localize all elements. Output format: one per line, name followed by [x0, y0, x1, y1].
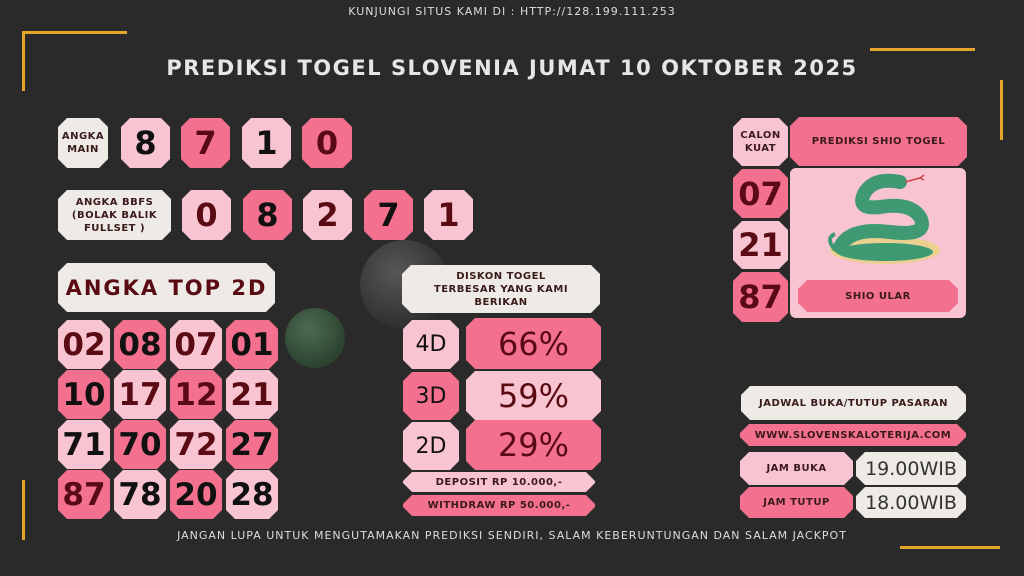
angka-main-label: ANGKA MAIN — [58, 118, 108, 168]
calon-kuat-number: 21 — [733, 221, 788, 269]
bbfs-label: ANGKA BBFS (BOLAK BALIK FULLSET ) — [58, 190, 171, 240]
diskon-value-2d: 29% — [466, 420, 601, 470]
top2d-header: ANGKA TOP 2D — [58, 263, 275, 312]
top2d-number: 78 — [114, 470, 166, 519]
diskon-label-2d: 2D — [403, 422, 459, 470]
top2d-number: 20 — [170, 470, 222, 519]
bbfs-digit: 8 — [243, 190, 292, 240]
top2d-number: 07 — [170, 320, 222, 369]
angka-main-digit: 0 — [302, 118, 352, 168]
snake-icon — [828, 173, 940, 264]
top2d-number: 10 — [58, 370, 110, 419]
diskon-value-4d: 66% — [466, 318, 601, 369]
angka-main-digit: 8 — [121, 118, 170, 168]
calon-kuat-number: 87 — [733, 272, 788, 322]
bbfs-digit: 2 — [303, 190, 352, 240]
top2d-number: 12 — [170, 370, 222, 419]
withdraw-info: WITHDRAW RP 50.000,- — [403, 495, 595, 516]
footer-note: JANGAN LUPA UNTUK MENGUTAMAKAN PREDIKSI … — [177, 529, 847, 542]
frame-corner — [900, 546, 1000, 549]
top2d-number: 17 — [114, 370, 166, 419]
top2d-number: 71 — [58, 420, 110, 469]
bbfs-digit: 0 — [182, 190, 231, 240]
angka-main-digit: 7 — [181, 118, 230, 168]
jam-tutup-time: 18.00WIB — [856, 487, 966, 518]
jam-buka-time: 19.00WIB — [856, 452, 966, 485]
diskon-label-3d: 3D — [403, 372, 459, 420]
diskon-header: DISKON TOGEL TERBESAR YANG KAMI BERIKAN — [402, 265, 600, 313]
top2d-number: 21 — [226, 370, 278, 419]
bbfs-digit: 1 — [424, 190, 473, 240]
frame-corner — [22, 31, 127, 34]
frame-corner — [22, 480, 25, 540]
jam-tutup-label: JAM TUTUP — [740, 487, 853, 518]
frame-corner — [22, 31, 25, 91]
jadwal-header: JADWAL BUKA/TUTUP PASARAN — [741, 386, 966, 420]
top2d-number: 87 — [58, 470, 110, 519]
diskon-value-3d: 59% — [466, 371, 601, 420]
shio-name: SHIO ULAR — [798, 280, 958, 312]
calon-kuat-number: 07 — [733, 169, 788, 218]
jam-buka-label: JAM BUKA — [740, 452, 853, 485]
bbfs-digit: 7 — [364, 190, 413, 240]
shio-panel: SHIO ULAR — [790, 168, 966, 318]
calon-kuat-label: CALON KUAT — [733, 118, 788, 166]
top2d-number: 02 — [58, 320, 110, 369]
frame-corner — [1000, 80, 1003, 140]
top2d-number: 08 — [114, 320, 166, 369]
top2d-number: 72 — [170, 420, 222, 469]
page-title: PREDIKSI TOGEL SLOVENIA JUMAT 10 OKTOBER… — [166, 56, 858, 80]
deposit-info: DEPOSIT RP 10.000,- — [403, 472, 595, 492]
top2d-number: 01 — [226, 320, 278, 369]
top2d-number: 70 — [114, 420, 166, 469]
frame-corner — [870, 48, 975, 51]
visit-site-note: KUNJUNGI SITUS KAMI DI : HTTP://128.199.… — [348, 5, 676, 18]
angka-main-digit: 1 — [242, 118, 291, 168]
website-link[interactable]: WWW.SLOVENSKALOTERIJA.COM — [740, 424, 966, 446]
billiard-ball-decoration — [285, 308, 345, 368]
top2d-number: 27 — [226, 420, 278, 469]
top2d-number: 28 — [226, 470, 278, 519]
diskon-label-4d: 4D — [403, 320, 459, 369]
shio-header: PREDIKSI SHIO TOGEL — [790, 117, 967, 166]
